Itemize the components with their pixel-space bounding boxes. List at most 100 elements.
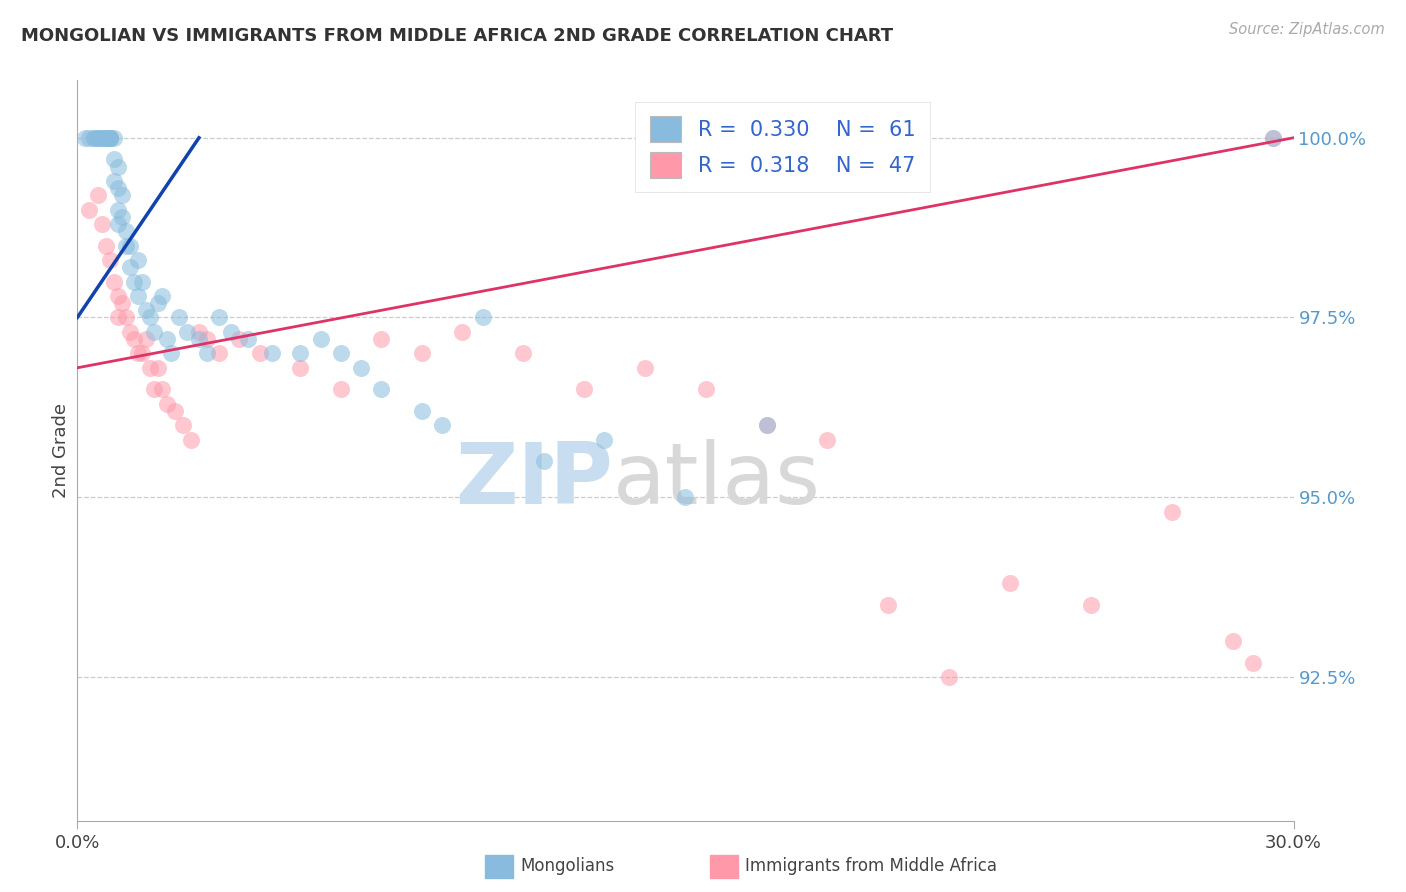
Point [131, 275, 153, 289]
Point [998, 576, 1021, 591]
Point [118, 238, 141, 252]
Point [148, 296, 170, 310]
Point [512, 346, 534, 360]
Point [634, 360, 657, 375]
Point [122, 332, 145, 346]
Point [127, 252, 149, 267]
Point [329, 383, 352, 397]
Point [94, 130, 117, 145]
Point [411, 404, 433, 418]
Point [103, 174, 125, 188]
Point [135, 303, 157, 318]
Point [143, 383, 166, 397]
Point [98, 130, 121, 145]
Point [290, 360, 312, 375]
Point [139, 310, 162, 325]
Point [94, 130, 117, 145]
Point [107, 181, 129, 195]
Point [115, 310, 138, 325]
Point [79, 202, 101, 217]
Point [152, 383, 174, 397]
Point [195, 346, 218, 360]
Point [107, 160, 129, 174]
Text: Source: ZipAtlas.com: Source: ZipAtlas.com [1229, 22, 1385, 37]
Point [208, 346, 231, 360]
Point [111, 188, 134, 202]
Point [228, 332, 250, 346]
Point [1222, 634, 1244, 648]
Text: ZIP: ZIP [454, 439, 613, 522]
Point [98, 130, 121, 145]
Legend: R =  0.330    N =  61, R =  0.318    N =  47: R = 0.330 N = 61, R = 0.318 N = 47 [636, 102, 931, 192]
Point [86, 130, 108, 145]
Point [260, 346, 283, 360]
Point [148, 360, 170, 375]
Point [90, 130, 112, 145]
Point [159, 346, 181, 360]
Point [370, 332, 392, 346]
Point [98, 130, 121, 145]
Point [127, 346, 149, 360]
Point [115, 224, 138, 238]
Point [115, 238, 138, 252]
Point [1080, 598, 1102, 612]
Point [86, 188, 108, 202]
Point [122, 275, 145, 289]
Point [83, 130, 105, 145]
Point [167, 310, 190, 325]
Point [290, 346, 312, 360]
Point [451, 325, 474, 339]
Point [90, 130, 112, 145]
Point [103, 275, 125, 289]
Point [1263, 130, 1285, 145]
Point [107, 289, 129, 303]
Point [249, 346, 271, 360]
Point [188, 325, 211, 339]
Point [143, 325, 166, 339]
Point [90, 217, 112, 231]
Point [79, 130, 101, 145]
Text: MONGOLIAN VS IMMIGRANTS FROM MIDDLE AFRICA 2ND GRADE CORRELATION CHART: MONGOLIAN VS IMMIGRANTS FROM MIDDLE AFRI… [21, 27, 893, 45]
Point [593, 433, 616, 447]
Point [155, 397, 177, 411]
Point [180, 433, 202, 447]
Y-axis label: 2nd Grade: 2nd Grade [52, 403, 70, 498]
Point [98, 252, 121, 267]
Point [350, 360, 373, 375]
Point [94, 130, 117, 145]
Point [533, 454, 555, 468]
Point [86, 130, 108, 145]
Point [103, 130, 125, 145]
Point [430, 418, 453, 433]
Point [370, 383, 392, 397]
Point [118, 260, 141, 275]
Point [98, 130, 121, 145]
Point [118, 325, 141, 339]
Text: Mongolians: Mongolians [520, 857, 614, 875]
Point [107, 202, 129, 217]
Point [572, 383, 595, 397]
Point [236, 332, 259, 346]
Point [83, 130, 105, 145]
Point [221, 325, 243, 339]
Point [111, 296, 134, 310]
Point [695, 383, 717, 397]
Point [471, 310, 494, 325]
Point [111, 210, 134, 224]
Point [139, 360, 162, 375]
Point [127, 289, 149, 303]
Point [1263, 130, 1285, 145]
Point [411, 346, 433, 360]
Point [815, 433, 838, 447]
Point [195, 332, 218, 346]
Point [86, 130, 108, 145]
Point [755, 418, 778, 433]
Point [131, 346, 153, 360]
Point [675, 490, 697, 504]
Point [329, 346, 352, 360]
Point [107, 310, 129, 325]
Point [938, 670, 960, 684]
Point [309, 332, 332, 346]
Text: Immigrants from Middle Africa: Immigrants from Middle Africa [745, 857, 997, 875]
Point [1161, 504, 1184, 518]
